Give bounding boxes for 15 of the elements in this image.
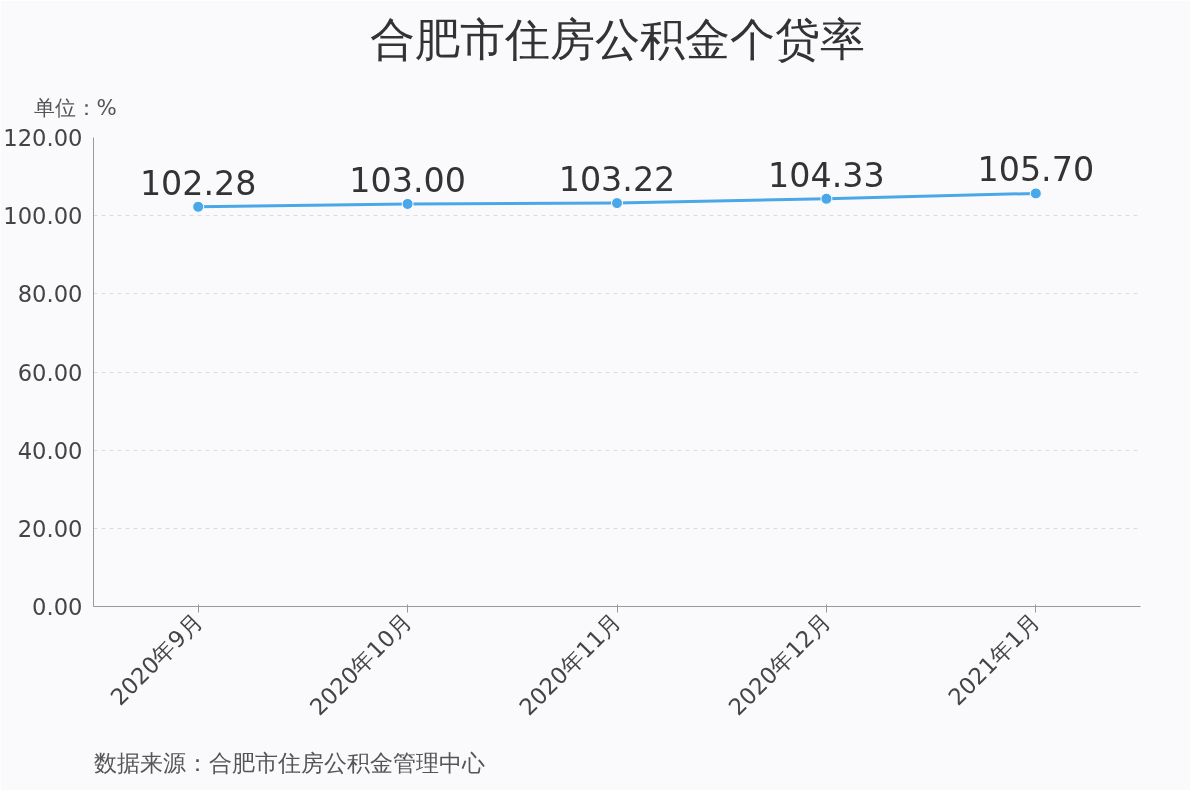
y-tick-label: 0.00 bbox=[32, 594, 83, 620]
y-tick-label: 60.00 bbox=[17, 359, 83, 386]
y-axis-title: 单位：% bbox=[33, 95, 117, 120]
data-label: 104.33 bbox=[768, 155, 885, 195]
source-note: 数据来源：合肥市住房公积金管理中心 bbox=[93, 749, 485, 776]
data-label: 103.00 bbox=[349, 160, 466, 200]
data-label: 102.28 bbox=[139, 163, 257, 203]
data-label: 103.22 bbox=[558, 160, 676, 200]
y-tick-label: 40.00 bbox=[17, 437, 83, 464]
y-tick-label: 120.00 bbox=[3, 125, 83, 151]
y-tick-label: 100.00 bbox=[3, 203, 83, 230]
data-label: 105.70 bbox=[977, 150, 1095, 190]
y-tick-label: 80.00 bbox=[17, 281, 83, 308]
chart-title: 合肥市住房公积金个贷率 bbox=[369, 12, 865, 66]
y-tick-label: 20.00 bbox=[17, 515, 83, 542]
